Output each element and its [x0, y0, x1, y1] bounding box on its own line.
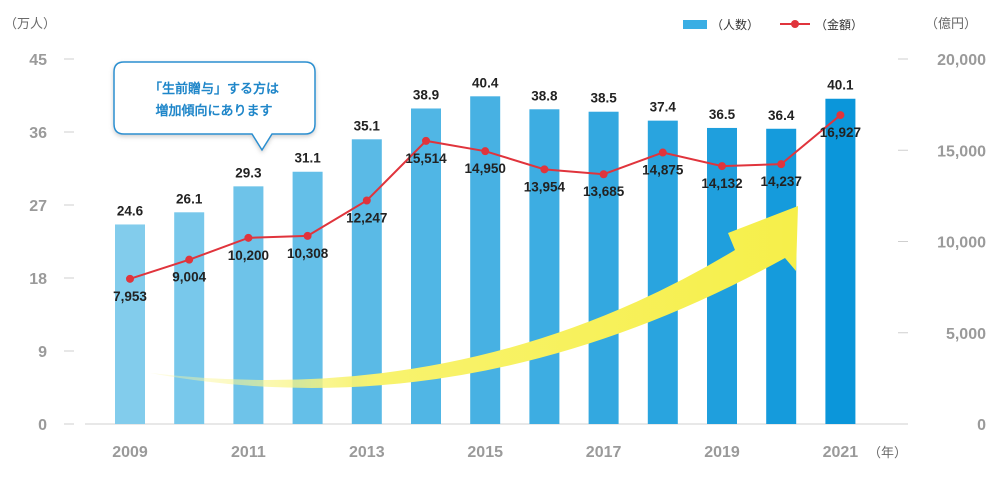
legend: （人数） （金額） — [683, 17, 863, 32]
x-tick-label: 2019 — [704, 444, 740, 461]
line-layer — [126, 111, 845, 283]
y-left-tick-label: 18 — [29, 271, 47, 288]
amount-point — [540, 165, 549, 174]
amount-value-label: 14,237 — [761, 174, 802, 189]
amount-point — [836, 111, 845, 120]
amount-value-label: 14,875 — [642, 163, 684, 178]
amount-value-label: 16,927 — [820, 125, 861, 140]
bar-value-label: 40.4 — [472, 75, 499, 90]
bar-value-label: 29.3 — [235, 165, 262, 180]
bar — [174, 212, 205, 424]
bar — [233, 186, 264, 424]
x-unit: （年） — [868, 445, 907, 460]
amount-point — [362, 196, 371, 205]
callout: 「生前贈与」する方は 増加傾向にあります — [113, 61, 316, 152]
amount-point — [481, 147, 490, 156]
y-right-unit: （億円） — [925, 16, 977, 31]
y-left-tick-label: 27 — [29, 198, 47, 215]
axis-layer: 0 9 18 27 36 45 0 5,000 10,000 15,000 20,000 2009 20… — [29, 52, 986, 461]
amount-point — [658, 148, 667, 157]
bar-value-label: 24.6 — [117, 203, 144, 218]
amount-point — [126, 274, 134, 283]
y-left-tick-label: 36 — [29, 125, 47, 142]
amount-point — [422, 136, 430, 145]
bar — [588, 111, 619, 424]
amount-point — [303, 231, 312, 240]
legend-label-amount: （金額） — [815, 17, 863, 32]
amount-value-label: 14,132 — [701, 176, 742, 191]
x-tick-label: 2013 — [349, 444, 385, 461]
bar-value-label: 26.1 — [176, 191, 203, 206]
amount-value-label: 14,950 — [465, 161, 506, 176]
bar-value-label: 35.1 — [354, 118, 381, 133]
bar-value-label: 31.1 — [294, 151, 321, 166]
x-tick-label: 2009 — [112, 444, 148, 461]
bar-value-label: 40.1 — [827, 78, 854, 93]
bar — [470, 96, 501, 425]
legend-marker-amount — [791, 20, 799, 28]
legend-swatch-people — [683, 20, 707, 29]
x-tick-label: 2011 — [231, 444, 266, 461]
bar — [115, 224, 145, 424]
y-left-tick-label: 9 — [38, 344, 47, 361]
x-tick-label: 2015 — [467, 444, 503, 461]
bar — [825, 98, 856, 424]
amount-point — [718, 162, 726, 171]
bar — [529, 109, 560, 425]
x-tick-label: 2021 — [823, 444, 859, 461]
amount-point — [599, 170, 608, 179]
callout-line-2: 増加傾向にあります — [155, 103, 272, 118]
bar — [766, 128, 797, 424]
label-layer: 24.6 26.1 29.3 31.1 35.1 38.9 40.4 38.8 38.5 37.4… — [113, 75, 861, 304]
amount-value-label: 13,954 — [524, 179, 566, 194]
amount-value-label: 15,514 — [405, 151, 447, 166]
bar-value-label: 36.4 — [768, 108, 795, 123]
callout-bubble — [113, 61, 316, 152]
amount-value-label: 10,308 — [287, 246, 329, 261]
y-right-tick-label: 20,000 — [937, 52, 986, 69]
amount-value-label: 12,247 — [346, 210, 387, 225]
amount-point — [185, 255, 194, 264]
bar-value-label: 37.4 — [650, 100, 677, 115]
amount-value-label: 10,200 — [228, 248, 269, 263]
bar-value-label: 38.9 — [413, 87, 439, 102]
legend-label-people: （人数） — [711, 17, 759, 32]
amount-value-label: 7,953 — [113, 289, 147, 304]
bar-value-label: 38.8 — [531, 88, 558, 103]
amount-point — [244, 233, 253, 242]
callout-line-1: 「生前贈与」する方は — [149, 81, 279, 96]
y-left-tick-label: 45 — [29, 52, 47, 69]
x-tick-label: 2017 — [586, 444, 622, 461]
y-right-tick-label: 0 — [977, 417, 986, 434]
y-left-unit: （万人） — [4, 16, 56, 31]
trend-arrow-icon — [150, 206, 798, 388]
bar — [647, 120, 678, 425]
bar-value-label: 38.5 — [590, 91, 617, 106]
bar-value-label: 36.5 — [709, 107, 736, 122]
amount-value-label: 9,004 — [172, 270, 206, 285]
y-left-tick-label: 0 — [38, 417, 47, 434]
y-right-tick-label: 15,000 — [937, 143, 986, 160]
trend-arrow-layer — [150, 206, 798, 388]
amount-value-label: 13,685 — [583, 184, 625, 199]
amount-point — [777, 160, 786, 169]
y-right-tick-label: 5,000 — [946, 326, 986, 343]
y-right-tick-label: 10,000 — [937, 235, 986, 252]
